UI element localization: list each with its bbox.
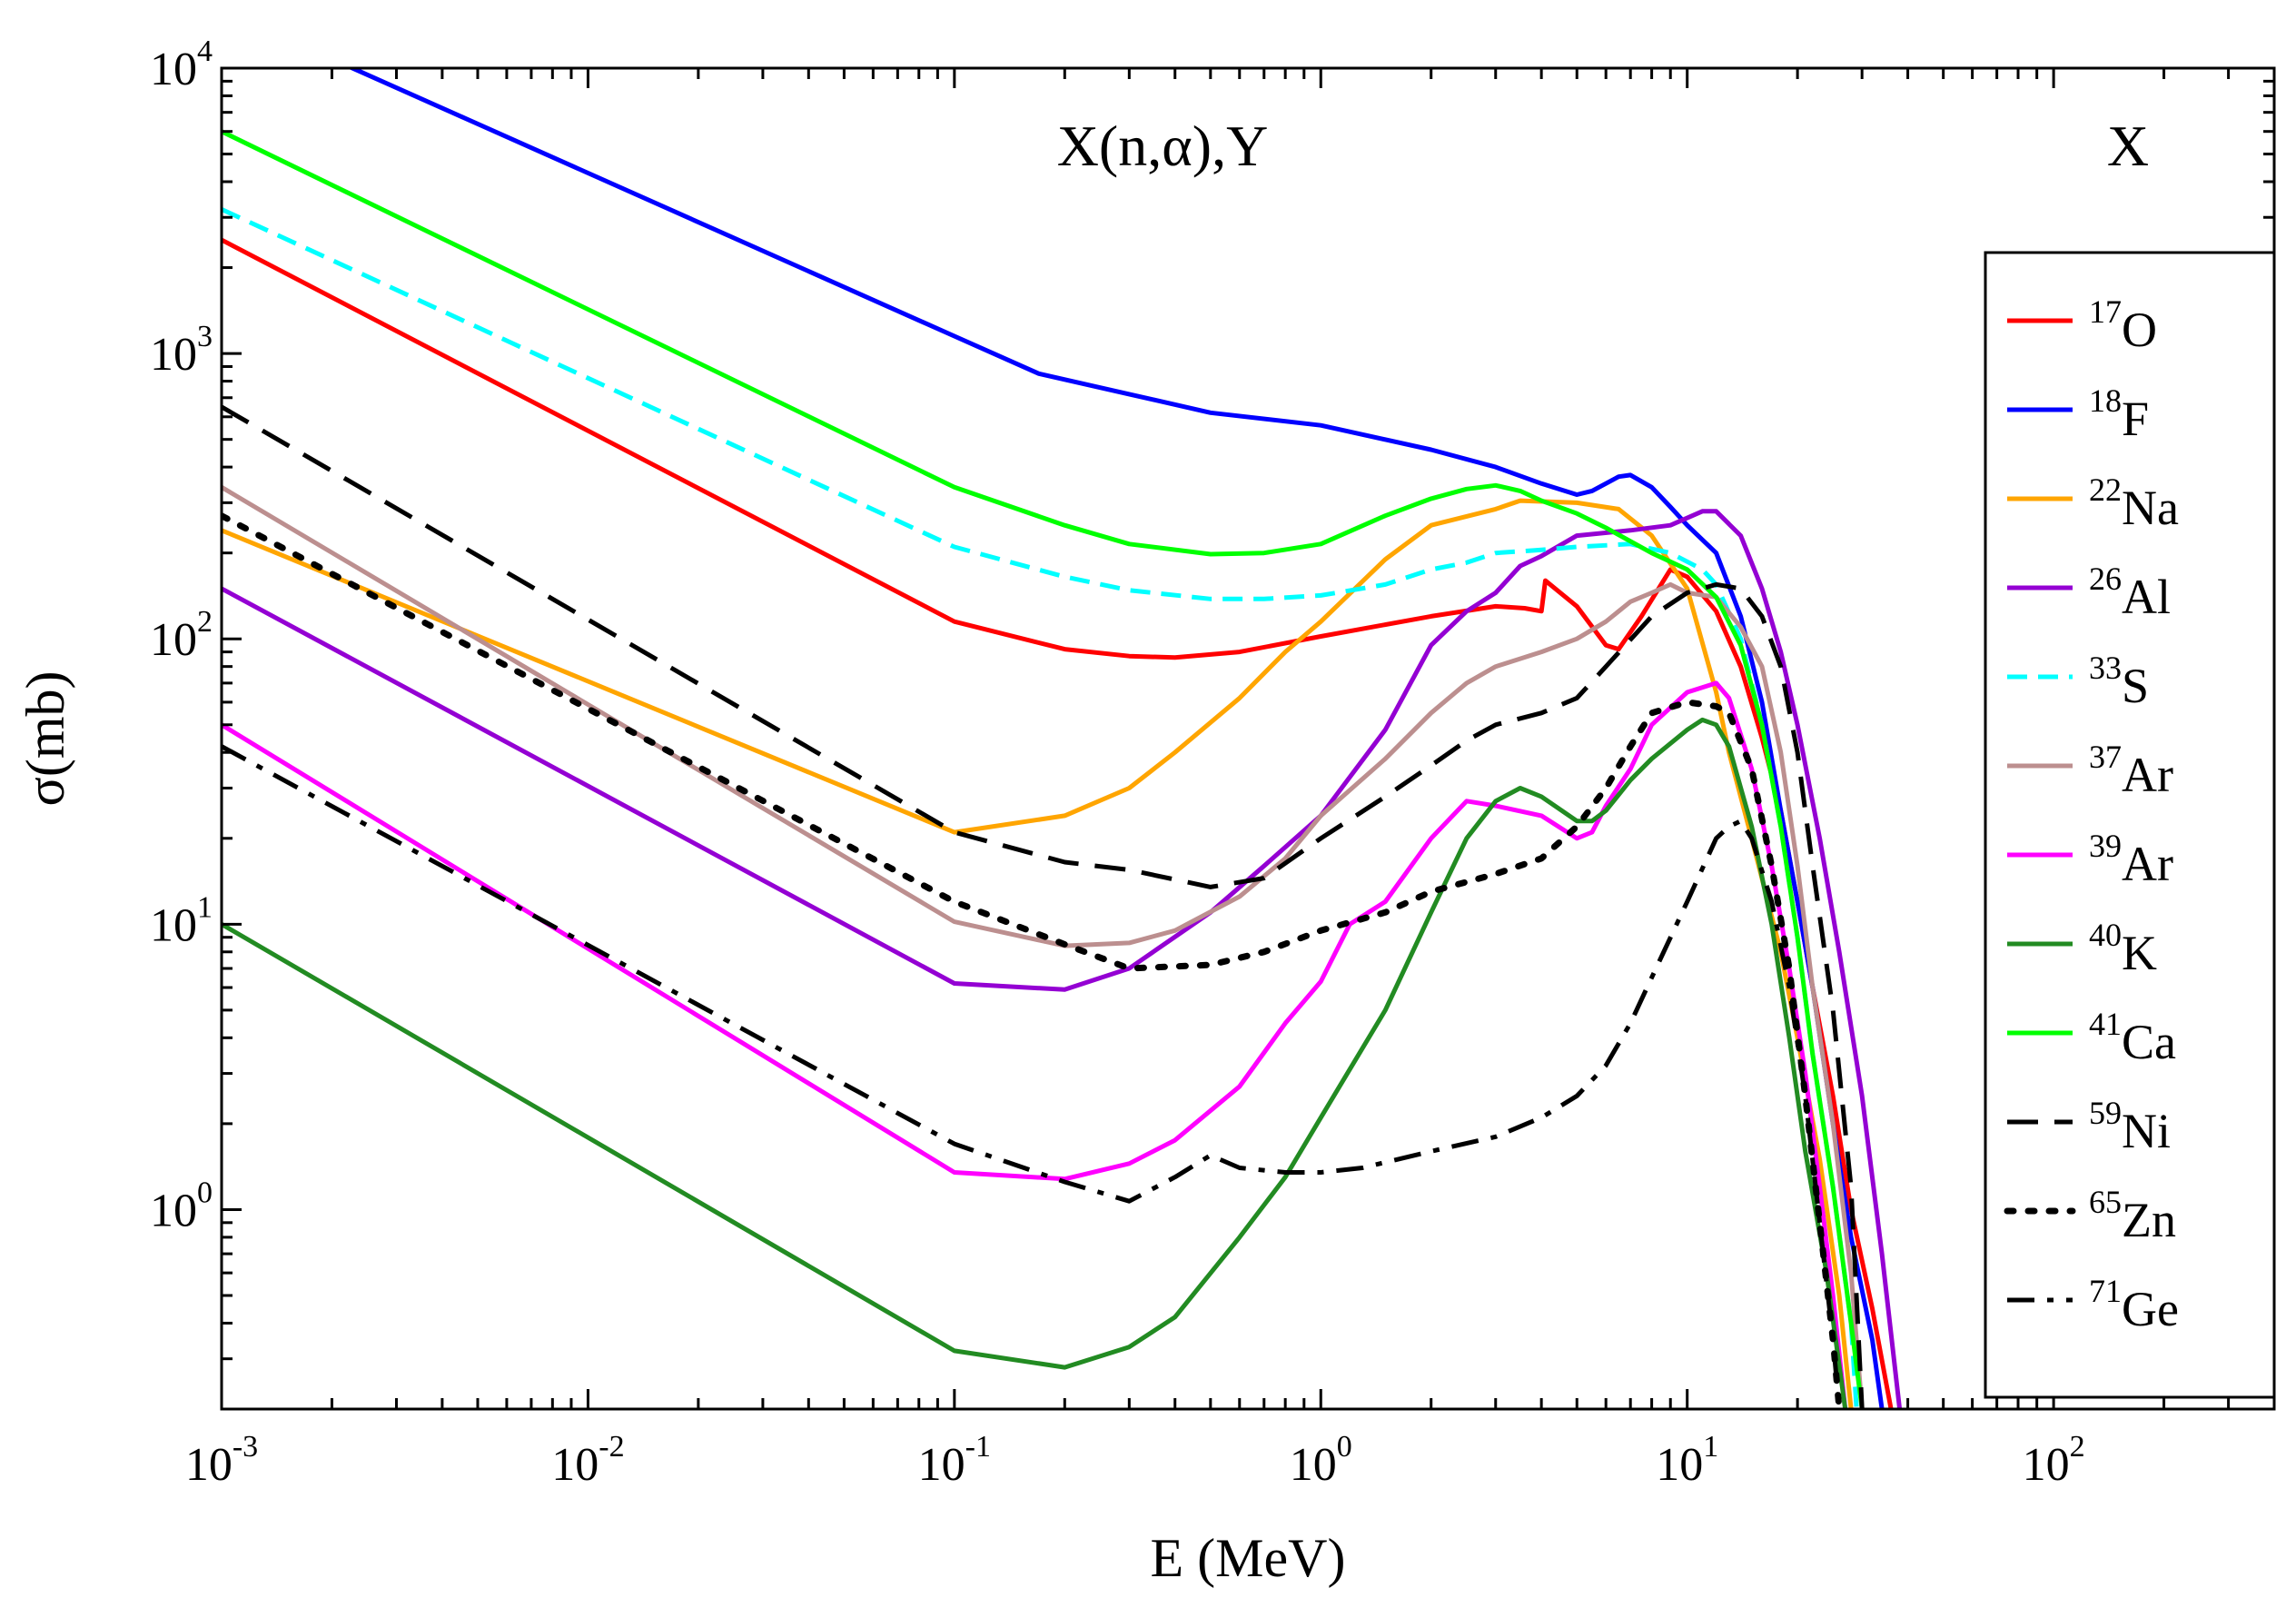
- legend-item-71ge: 71Ge: [2007, 1273, 2179, 1336]
- annotation-x: X: [2107, 114, 2149, 178]
- legend-item-65zn: 65Zn: [2004, 1184, 2176, 1247]
- y-tick-label: 101: [150, 890, 213, 951]
- legend-label: 59Ni: [2089, 1095, 2171, 1158]
- y-tick-label: 102: [150, 605, 213, 666]
- legend: 17O 18F 22Na 26Al 33S 37Ar 39Ar 40K 41Ca 59Ni 65Zn…: [1984, 251, 2276, 1399]
- legend-item-39ar: 39Ar: [2007, 828, 2173, 891]
- y-tick-label: 103: [150, 320, 213, 381]
- legend-label: 17O: [2089, 293, 2157, 357]
- series-line-40k: [222, 717, 1848, 1409]
- legend-label: 37Ar: [2089, 739, 2173, 802]
- x-tick-label: 102: [2023, 1430, 2085, 1491]
- tick-label-layer: 10-3 10-2 10-1 100 101 102 100 101 102 103 104: [150, 35, 2085, 1491]
- series-line-37ar: [222, 485, 1865, 1409]
- y-tick-label: 100: [150, 1176, 213, 1236]
- series-line-71ge: [222, 744, 1842, 1409]
- legend-item-41ca: 41Ca: [2007, 1006, 2176, 1069]
- legend-items: 17O 18F 22Na 26Al 33S 37Ar 39Ar 40K 41Ca 59Ni 65Zn…: [2004, 293, 2179, 1336]
- legend-item-18f: 18F: [2007, 382, 2149, 446]
- legend-item-37ar: 37Ar: [2007, 739, 2173, 802]
- legend-item-40k: 40K: [2007, 917, 2157, 980]
- legend-item-26al: 26Al: [2007, 561, 2171, 624]
- series-line-59ni: [222, 404, 1865, 1409]
- x-tick-label: 10-3: [185, 1430, 258, 1491]
- x-tick-label: 10-2: [551, 1430, 624, 1491]
- series-layer: [222, 68, 1903, 1409]
- series-line-41ca: [222, 129, 1865, 1409]
- series-line-26al: [222, 509, 1903, 1409]
- y-axis-title: σ(mb): [15, 671, 75, 807]
- legend-label: 65Zn: [2089, 1184, 2176, 1247]
- legend-item-22na: 22Na: [2007, 471, 2179, 535]
- legend-label: 39Ar: [2089, 828, 2173, 891]
- y-tick-label: 104: [150, 35, 213, 95]
- legend-label: 22Na: [2089, 471, 2179, 535]
- legend-item-17o: 17O: [2007, 293, 2157, 357]
- legend-label: 26Al: [2089, 561, 2171, 624]
- legend-box: [1984, 251, 2276, 1399]
- legend-label: 41Ca: [2089, 1006, 2176, 1069]
- x-tick-label: 10-1: [918, 1430, 991, 1491]
- annotation-reaction: X(n,α),Y: [1057, 114, 1269, 178]
- legend-item-59ni: 59Ni: [2007, 1095, 2171, 1158]
- legend-label: 71Ge: [2089, 1273, 2179, 1336]
- x-tick-label: 100: [1290, 1430, 1352, 1491]
- legend-label: 18F: [2089, 382, 2149, 446]
- x-tick-label: 101: [1656, 1430, 1718, 1491]
- legend-label: 40K: [2089, 917, 2157, 980]
- legend-label: 33S: [2089, 650, 2149, 713]
- series-line-65zn: [222, 512, 1843, 1409]
- x-axis-title: E (MeV): [1151, 1528, 1346, 1588]
- legend-item-33s: 33S: [2007, 650, 2149, 713]
